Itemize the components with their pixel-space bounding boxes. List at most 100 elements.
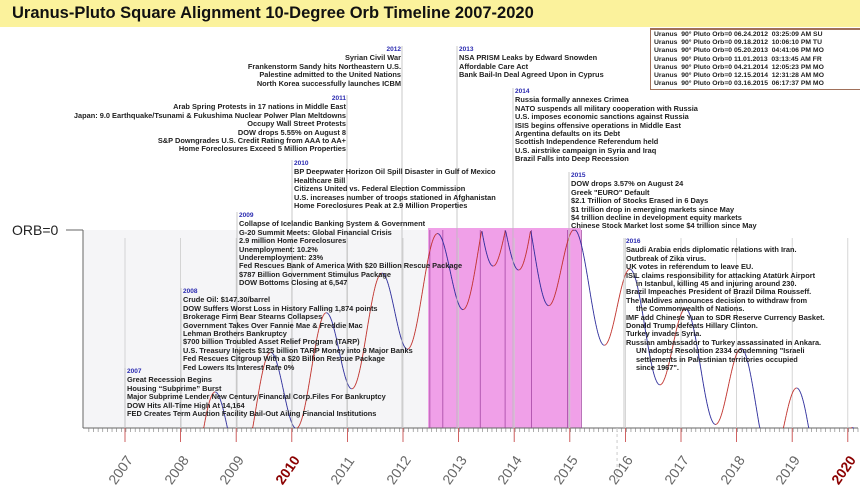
orb-curve-segment — [723, 406, 724, 408]
orb-curve-segment — [709, 413, 710, 415]
orb-curve-segment — [292, 424, 293, 425]
orb-curve-segment — [804, 404, 805, 406]
orb-curve-segment — [526, 249, 527, 252]
orb-curve-segment — [614, 320, 615, 322]
orb-curve-segment — [560, 273, 561, 276]
orb-curve-segment — [571, 231, 572, 232]
orb-curve-segment — [421, 298, 422, 301]
orb-curve-segment — [301, 419, 302, 421]
orb-curve-segment — [728, 384, 729, 387]
orb-curve-segment — [540, 282, 541, 285]
orb-curve-segment — [610, 335, 611, 337]
orb-curve-segment — [460, 307, 461, 308]
orb-curve-segment — [491, 264, 492, 265]
orb-curve-segment — [663, 381, 664, 382]
orb-curve-segment — [503, 238, 504, 240]
orb-curve-segment — [599, 338, 600, 340]
orb-curve-segment — [557, 285, 558, 287]
orb-curve-segment — [495, 265, 496, 266]
orb-curve-segment — [560, 270, 561, 273]
orb-curve-segment — [531, 234, 532, 237]
orb-curve-segment — [588, 281, 589, 284]
orb-curve-segment — [728, 386, 729, 389]
orb-curve-segment — [799, 390, 800, 391]
orb-curve-segment — [477, 255, 478, 258]
orb-curve-segment — [484, 240, 485, 243]
orb-curve-segment — [516, 268, 517, 269]
orb-curve-segment — [416, 326, 417, 329]
orb-curve-segment — [751, 374, 752, 377]
orb-curve-segment — [469, 298, 470, 300]
orb-curve-segment — [485, 246, 486, 249]
orb-curve-segment — [585, 264, 586, 267]
orb-curve-segment — [705, 393, 706, 396]
orb-curve-segment — [724, 404, 725, 406]
orb-curve-segment — [536, 264, 537, 267]
orb-curve-segment — [798, 389, 799, 390]
orb-curve-segment — [606, 343, 607, 344]
orb-curve-segment — [521, 268, 522, 269]
orb-curve-segment — [719, 419, 720, 420]
orb-curve-segment — [594, 316, 595, 319]
orb-curve-segment — [567, 242, 568, 244]
orb-curve-segment — [806, 414, 807, 417]
orb-curve-segment — [702, 377, 703, 380]
orb-curve-segment — [294, 427, 295, 428]
orb-curve-segment — [578, 233, 579, 234]
orb-curve-segment — [422, 291, 423, 294]
orb-curve-segment — [722, 412, 723, 414]
orb-curve-segment — [525, 254, 526, 256]
orb-curve-segment — [702, 373, 703, 376]
orb-curve-segment — [533, 241, 534, 244]
orb-curve-segment — [484, 243, 485, 246]
hit-row: Uranus 90° Pluto Orb=0 06.24.2012 03:25:… — [654, 31, 860, 39]
orb-curve-segment — [455, 291, 456, 293]
orb-curve-segment — [511, 254, 512, 256]
orb-curve-segment — [753, 390, 754, 393]
orb-curve-segment — [730, 376, 731, 379]
orb-curve-segment — [480, 238, 481, 241]
event-item: since 1967". — [626, 364, 825, 372]
orb-curve-segment — [606, 344, 607, 345]
orb-curve-segment — [483, 234, 484, 237]
orb-curve-segment — [721, 414, 722, 416]
orb-curve-segment — [791, 395, 792, 397]
orb-curve-segment — [500, 250, 501, 252]
orb-curve-segment — [535, 258, 536, 261]
orb-curve-segment — [534, 251, 535, 254]
orb-curve-segment — [515, 267, 516, 268]
orb-curve-segment — [496, 262, 497, 263]
orb-curve-segment — [620, 290, 621, 292]
orb-curve-segment — [474, 272, 475, 275]
orb-curve-segment — [718, 421, 719, 422]
orb-curve-segment — [546, 304, 547, 305]
orb-curve-segment — [414, 336, 415, 338]
orb-curve-segment — [298, 427, 299, 428]
orb-curve-segment — [578, 234, 579, 235]
orb-curve-segment — [471, 289, 472, 292]
orb-curve-segment — [727, 389, 728, 392]
orb-curve-segment — [204, 424, 205, 427]
orb-curve-segment — [536, 261, 537, 264]
orb-curve-segment — [515, 266, 516, 267]
orb-curve-segment — [454, 289, 455, 291]
orb-curve-segment — [596, 327, 597, 329]
hit-row: Uranus 90° Pluto Orb=0 11.01.2013 03:13:… — [654, 56, 860, 64]
orb-curve-segment — [479, 245, 480, 248]
orb-curve-segment — [501, 248, 502, 250]
orb-curve-segment — [712, 421, 713, 422]
orb-curve-segment — [226, 420, 227, 423]
orb-curve-segment — [586, 271, 587, 274]
orb-curve-segment — [458, 303, 459, 304]
orb-curve-segment — [590, 294, 591, 297]
orb-curve-segment — [524, 261, 525, 263]
orb-curve-segment — [562, 262, 563, 265]
orb-curve-segment — [588, 277, 589, 280]
orb-curve-segment — [594, 313, 595, 316]
orb-curve-segment — [805, 409, 806, 412]
orb-curve-segment — [784, 423, 785, 426]
orb-curve-segment — [507, 237, 508, 240]
orb-curve-segment — [530, 232, 531, 235]
